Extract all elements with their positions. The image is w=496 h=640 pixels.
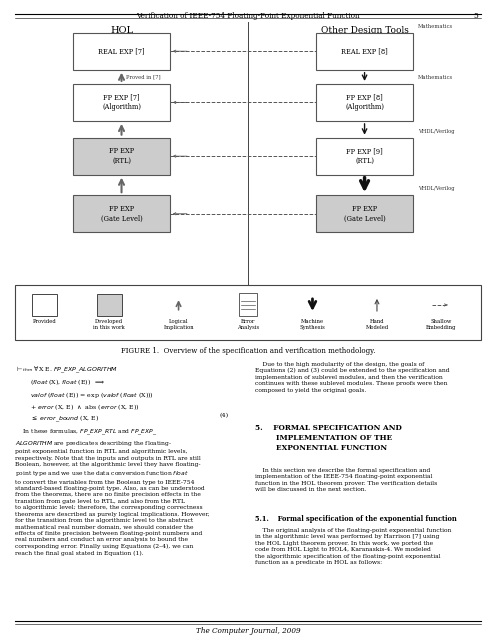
FancyBboxPatch shape <box>73 84 170 121</box>
Text: + $\mathit{error}$ (X, E)  $\wedge$  abs ($\mathit{error}$ (X, E)): + $\mathit{error}$ (X, E) $\wedge$ abs (… <box>30 402 139 412</box>
Text: Developed
in this work: Developed in this work <box>93 319 125 330</box>
Text: Shallow
Embedding: Shallow Embedding <box>426 319 457 330</box>
Text: In this section we describe the formal specification and
implementation of the I: In this section we describe the formal s… <box>255 468 437 492</box>
FancyBboxPatch shape <box>316 84 413 121</box>
Text: Verification of IEEE-754 Floating-Point Exponential Function: Verification of IEEE-754 Floating-Point … <box>136 12 360 20</box>
Text: VHDL/Verilog: VHDL/Verilog <box>418 129 454 134</box>
Text: Machine
Synthesis: Machine Synthesis <box>300 319 325 330</box>
Text: FIGURE 1.  Overview of the specification and verification methodology.: FIGURE 1. Overview of the specification … <box>121 347 375 355</box>
Text: FP EXP
(Gate Level): FP EXP (Gate Level) <box>101 205 142 223</box>
FancyBboxPatch shape <box>316 195 413 232</box>
Text: $\vdash_{\mathit{thm}}$ $\forall$X E. $\mathit{FP\_EXP\_ALGORITHM}$: $\vdash_{\mathit{thm}}$ $\forall$X E. $\… <box>15 365 118 375</box>
FancyBboxPatch shape <box>15 285 481 340</box>
Text: 5.1.    Formal specification of the exponential function: 5.1. Formal specification of the exponen… <box>255 515 457 524</box>
Text: VHDL/Verilog: VHDL/Verilog <box>418 186 454 191</box>
FancyBboxPatch shape <box>97 294 122 316</box>
Text: $\mathit{valof}$ ($\mathit{float}$ (E)) = exp ($\mathit{valof}$ ($\mathit{float}: $\mathit{valof}$ ($\mathit{float}$ (E)) … <box>30 390 154 401</box>
FancyBboxPatch shape <box>73 33 170 70</box>
Text: Proved in [7]: Proved in [7] <box>126 74 161 79</box>
Text: FP EXP
(RTL): FP EXP (RTL) <box>109 147 134 165</box>
Text: In these formulas, $\mathit{FP\_EXP\_RTL}$ and $\mathit{FP\_EXP\_}$
$\mathit{ALG: In these formulas, $\mathit{FP\_EXP\_RTL… <box>15 428 209 556</box>
FancyBboxPatch shape <box>32 294 57 316</box>
Text: Other Design Tools: Other Design Tools <box>320 26 409 35</box>
FancyBboxPatch shape <box>316 138 413 175</box>
Text: $\leq$ $\mathit{error\_bound}$ (X, E): $\leq$ $\mathit{error\_bound}$ (X, E) <box>30 413 99 424</box>
Text: (4): (4) <box>219 413 228 419</box>
Text: 5: 5 <box>474 12 479 20</box>
Text: HOL: HOL <box>110 26 133 35</box>
Text: Error
Analysis: Error Analysis <box>237 319 259 330</box>
Text: REAL EXP [8]: REAL EXP [8] <box>341 47 388 55</box>
Text: Due to the high modularity of the design, the goals of
Equations (2) and (3) cou: Due to the high modularity of the design… <box>255 362 450 392</box>
Text: Hand
Modeled: Hand Modeled <box>366 319 388 330</box>
Text: FP EXP [9]
(RTL): FP EXP [9] (RTL) <box>346 147 383 165</box>
FancyBboxPatch shape <box>73 138 170 175</box>
Text: The Computer Journal, 2009: The Computer Journal, 2009 <box>196 627 300 635</box>
Text: FP EXP [8]
(Algorithm): FP EXP [8] (Algorithm) <box>345 93 384 111</box>
Text: 5.    FORMAL SPECIFICATION AND
        IMPLEMENTATION OF THE
        EXPONENTIAL: 5. FORMAL SPECIFICATION AND IMPLEMENTATI… <box>255 424 402 452</box>
FancyBboxPatch shape <box>316 33 413 70</box>
Text: FP EXP
(Gate Level): FP EXP (Gate Level) <box>344 205 385 223</box>
FancyBboxPatch shape <box>73 195 170 232</box>
Text: Logical
Implication: Logical Implication <box>163 319 194 330</box>
Text: REAL EXP [7]: REAL EXP [7] <box>98 47 145 55</box>
FancyBboxPatch shape <box>239 293 257 316</box>
Text: Mathematics: Mathematics <box>418 24 453 29</box>
Text: Mathematics: Mathematics <box>418 75 453 80</box>
Text: Provided: Provided <box>33 319 57 324</box>
Text: ($\mathit{float}$ (X), $\mathit{float}$ (E))  $\Longrightarrow$: ($\mathit{float}$ (X), $\mathit{float}$ … <box>30 378 105 387</box>
Text: FP EXP [7]
(Algorithm): FP EXP [7] (Algorithm) <box>102 93 141 111</box>
Text: The original analysis of the floating-point exponential function
in the algorith: The original analysis of the floating-po… <box>255 528 452 565</box>
